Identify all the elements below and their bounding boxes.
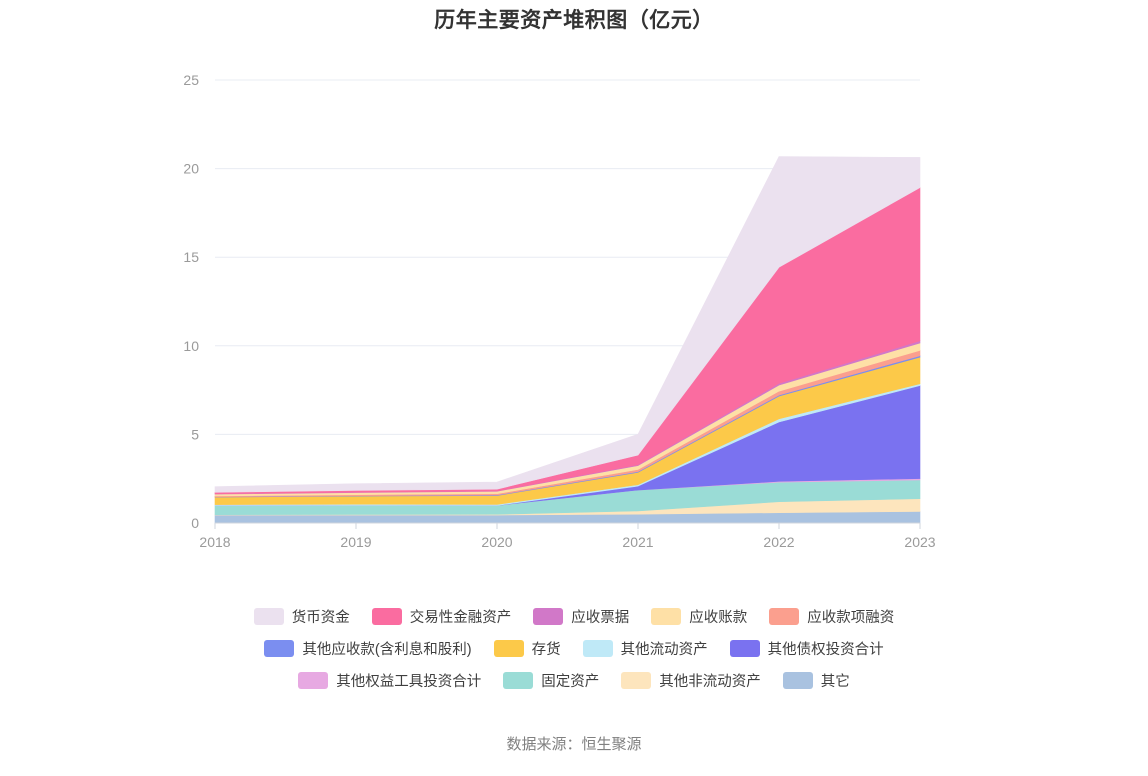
y-axis-tick-label: 15 (183, 249, 199, 265)
x-axis-tick-label: 2020 (481, 534, 512, 550)
page-title: 历年主要资产堆积图（亿元） (434, 9, 714, 32)
plot-area: 0 5 10 15 20 25 2018 2019 2020 2021 2022 2023 (0, 44, 1148, 564)
legend-item[interactable]: 存货 (493, 638, 561, 659)
chart-legend: 货币资金 交易性金融资产 应收票据 应收账款 应收款项融资 其他应收款(含利息和股利) 存… (0, 600, 1148, 696)
legend-item-label: 其他流动资产 (620, 641, 708, 658)
legend-swatch (298, 671, 329, 689)
legend-item[interactable]: 其他应收款(含利息和股利) (264, 638, 472, 659)
legend-row-1: 货币资金 交易性金融资产 应收票据 应收账款 应收款项融资 (0, 600, 1148, 632)
legend-item[interactable]: 应收账款 (651, 606, 747, 627)
legend-item-label: 货币资金 (291, 609, 350, 626)
legend-item-label: 应收款项融资 (807, 609, 895, 626)
x-axis-tick-label: 2018 (199, 534, 230, 550)
x-axis-tick-label: 2022 (763, 534, 794, 550)
legend-item[interactable]: 应收款项融资 (769, 606, 894, 627)
data-source-note: 数据来源：恒生聚源 (506, 736, 642, 753)
y-axis-tick-label: 25 (183, 72, 199, 88)
legend-item-label: 其他权益工具投资合计 (336, 673, 482, 690)
legend-item-label: 固定资产 (541, 673, 600, 690)
y-axis-tick-label: 5 (191, 426, 199, 442)
legend-swatch (729, 639, 760, 657)
legend-item-label: 应收账款 (689, 609, 748, 626)
legend-swatch (371, 607, 402, 625)
legend-item-label: 交易性金融资产 (409, 609, 512, 626)
area-band (214, 156, 921, 493)
legend-item-label: 其他债权投资合计 (767, 641, 884, 658)
legend-item[interactable]: 其他流动资产 (582, 638, 708, 659)
legend-row-3: 其他权益工具投资合计 固定资产 其他非流动资产 其它 (0, 664, 1148, 696)
legend-item[interactable]: 其他债权投资合计 (729, 638, 884, 659)
y-axis-tick-label: 20 (183, 161, 199, 177)
legend-row-2: 其他应收款(含利息和股利) 存货 其他流动资产 其他债权投资合计 (0, 632, 1148, 664)
legend-swatch (769, 607, 800, 625)
stacked-area-chart: 0 5 10 15 20 25 2018 2019 2020 2021 2022 2023 (183, 72, 935, 550)
legend-swatch (264, 639, 295, 657)
legend-item-label: 其它 (820, 673, 850, 690)
legend-item[interactable]: 其他权益工具投资合计 (298, 670, 481, 691)
legend-swatch (533, 607, 564, 625)
legend-item-label: 其他应收款(含利息和股利) (302, 641, 472, 658)
legend-swatch (253, 607, 284, 625)
legend-swatch (621, 671, 652, 689)
legend-item-label: 其他非流动资产 (659, 673, 761, 690)
legend-swatch (582, 639, 613, 657)
legend-item[interactable]: 其它 (782, 670, 850, 691)
legend-item[interactable]: 应收票据 (533, 606, 629, 627)
legend-item-label: 存货 (531, 641, 561, 658)
legend-swatch (503, 671, 534, 689)
x-axis-tick-label: 2021 (622, 534, 653, 550)
legend-swatch (651, 607, 682, 625)
y-axis-tick-label: 10 (183, 338, 199, 354)
x-axis-tick-label: 2023 (904, 534, 935, 550)
legend-item[interactable]: 货币资金 (253, 606, 350, 627)
x-axis-tick-label: 2019 (340, 534, 371, 550)
legend-item[interactable]: 固定资产 (503, 670, 599, 691)
legend-item[interactable]: 交易性金融资产 (371, 606, 512, 627)
y-axis-tick-label: 0 (191, 515, 199, 531)
legend-swatch (782, 671, 813, 689)
legend-swatch (493, 639, 524, 657)
legend-item[interactable]: 其他非流动资产 (621, 670, 761, 691)
legend-item-label: 应收票据 (571, 609, 630, 626)
